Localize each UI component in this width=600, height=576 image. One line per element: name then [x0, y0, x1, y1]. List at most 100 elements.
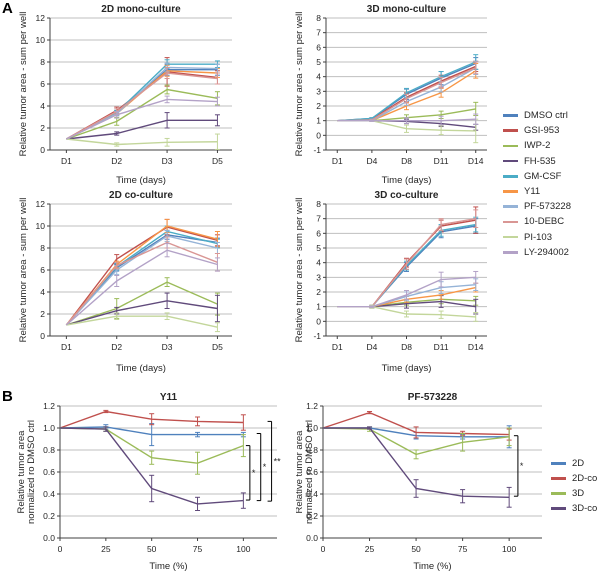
y-tick-label: 7 [316, 214, 321, 224]
series-gm-csf [337, 54, 479, 122]
x-tick-label: 75 [458, 544, 468, 554]
legend-item-ly-294002: LY-294002 [503, 245, 571, 260]
panel-a-label: A [2, 0, 13, 17]
legend-swatch-gm-csf [503, 175, 518, 178]
x-tick-label: 25 [365, 544, 375, 554]
chart-pf-573228-normalized: 0.0 0.2 0.4 0.6 0.8 1.0 1.2 0 25 50 75 100 PF-573228… [296, 390, 552, 574]
legend-label: 2D-co [572, 473, 598, 484]
x-axis-label: Time (days) [382, 175, 432, 186]
x-tick-label: D1 [332, 342, 343, 352]
axes: 0 2 4 6 8 10 12 D1 D2 D3 D5 [36, 199, 232, 352]
x-tick-label: D4 [366, 156, 377, 166]
series-ly-294002 [65, 243, 220, 326]
axes: 0.0 0.2 0.4 0.6 0.8 1.0 1.2 0 25 50 75 100 [43, 401, 277, 554]
legend-swatch-fh-535 [503, 159, 518, 163]
y-axis-label: Relative tumor area - sum per well [18, 198, 29, 343]
legend-item-gm-csf: GM-CSF [503, 169, 571, 184]
x-axis-label: Time (%) [149, 561, 187, 572]
x-tick-label: 75 [193, 544, 203, 554]
y-tick-label: 0.0 [306, 533, 318, 543]
series-pi-103 [66, 312, 220, 333]
y-axis-label: normalized ro DMSO ctrl [304, 420, 315, 524]
y-tick-label: 5 [316, 243, 321, 253]
x-tick-label: D3 [162, 342, 173, 352]
gridlines [323, 405, 542, 517]
legend-label: PI-103 [524, 231, 552, 243]
y-tick-label: 8 [40, 57, 45, 67]
y-tick-label: 0.8 [43, 445, 55, 455]
y-tick-label: 2 [40, 309, 45, 319]
y-tick-label: 0 [40, 145, 45, 155]
significance-label: * [263, 462, 267, 472]
y-tick-label: 2 [40, 123, 45, 133]
axes: -1 0 1 2 3 4 5 6 7 8 D1 D4 D8 D11 D14 [313, 13, 487, 166]
chart-svg: -1 0 1 2 3 4 5 6 7 8 D1 D4 D8 D11 D14 3D co-culture Rela… [294, 190, 487, 374]
x-tick-label: D1 [332, 156, 343, 166]
legend-label: 2D [572, 458, 585, 469]
y-tick-label: 4 [40, 287, 45, 297]
axes: 0.0 0.2 0.4 0.6 0.8 1.0 1.2 0 25 50 75 100 [306, 401, 542, 554]
legend-item-pf-573228: PF-573228 [503, 199, 571, 214]
significance-bracket: * [513, 435, 524, 497]
legend-item-3d-co: 3D-co [551, 501, 597, 516]
y-tick-label: 0.6 [306, 467, 318, 477]
y-tick-label: 8 [316, 13, 321, 23]
significance-label: ** [274, 456, 282, 466]
y-tick-label: 10 [36, 35, 46, 45]
y-tick-label: 8 [316, 199, 321, 209]
series-pi-103 [337, 304, 479, 322]
y-axis-label: Relative tumor area [296, 430, 305, 514]
x-tick-label: 100 [236, 544, 250, 554]
legend-label: 3D [572, 488, 585, 499]
y-tick-label: 0.8 [306, 445, 318, 455]
chart-2d-co-culture: 0 2 4 6 8 10 12 D1 D2 D3 D5 2D co-culture Relative t… [14, 188, 250, 376]
legend-item-fh-535: FH-535 [503, 154, 571, 169]
legend-swatch-dmso-ctrl [503, 114, 518, 117]
y-tick-label: 8 [40, 243, 45, 253]
gridlines [60, 405, 277, 517]
legend-label: DMSO ctrl [524, 110, 568, 122]
x-tick-label: 50 [147, 544, 157, 554]
y-tick-label: 2 [316, 101, 321, 111]
y-tick-label: 1.2 [43, 401, 55, 411]
y-tick-label: -1 [313, 145, 321, 155]
x-tick-label: D1 [61, 156, 72, 166]
y-tick-label: 1 [316, 302, 321, 312]
y-axis-label: Relative tumor area - sum per well [294, 198, 305, 343]
series-3d [322, 426, 512, 460]
legend-swatch-gsi-953 [503, 129, 518, 133]
legend-swatch-3d-co [551, 507, 566, 510]
legend-label: GSI-953 [524, 125, 560, 137]
chart-title: Y11 [160, 392, 178, 403]
series-gm-csf [65, 225, 220, 326]
y-tick-label: 0.6 [43, 467, 55, 477]
series-3d-co [323, 426, 512, 508]
chart-2d-mono-culture: 0 2 4 6 8 10 12 D1 D2 D3 D5 2D mono-culture Relative… [14, 2, 250, 188]
x-tick-label: D11 [434, 342, 449, 352]
legend-label: 3D-co [572, 503, 598, 514]
y-tick-label: 12 [36, 13, 46, 23]
legend-label: PF-573228 [524, 201, 572, 213]
legend-label: Y11 [524, 186, 541, 198]
y-tick-label: 1 [316, 116, 321, 126]
y-tick-label: 0 [316, 316, 321, 326]
x-tick-label: 50 [411, 544, 421, 554]
legend-item-iwp-2: IWP-2 [503, 138, 571, 153]
gridlines [50, 17, 232, 129]
legend-swatch-2d [551, 462, 566, 465]
y-tick-label: 6 [316, 228, 321, 238]
x-tick-label: D5 [212, 342, 223, 352]
series-gsi-953 [65, 218, 220, 326]
series-pi-103 [66, 133, 220, 150]
significance-bracket: ** [267, 420, 282, 502]
y-tick-label: 4 [316, 72, 321, 82]
legend-swatch-pi-103 [503, 235, 518, 239]
x-tick-label: D8 [401, 156, 412, 166]
x-tick-label: D2 [111, 156, 122, 166]
chart-svg: -1 0 1 2 3 4 5 6 7 8 D1 D4 D8 D11 D14 3D mono-culture Re… [294, 4, 487, 186]
x-tick-label: D8 [401, 342, 412, 352]
chart-title: 3D co-culture [375, 190, 439, 201]
y-tick-label: 0.2 [43, 511, 55, 521]
x-tick-label: D14 [468, 156, 484, 166]
